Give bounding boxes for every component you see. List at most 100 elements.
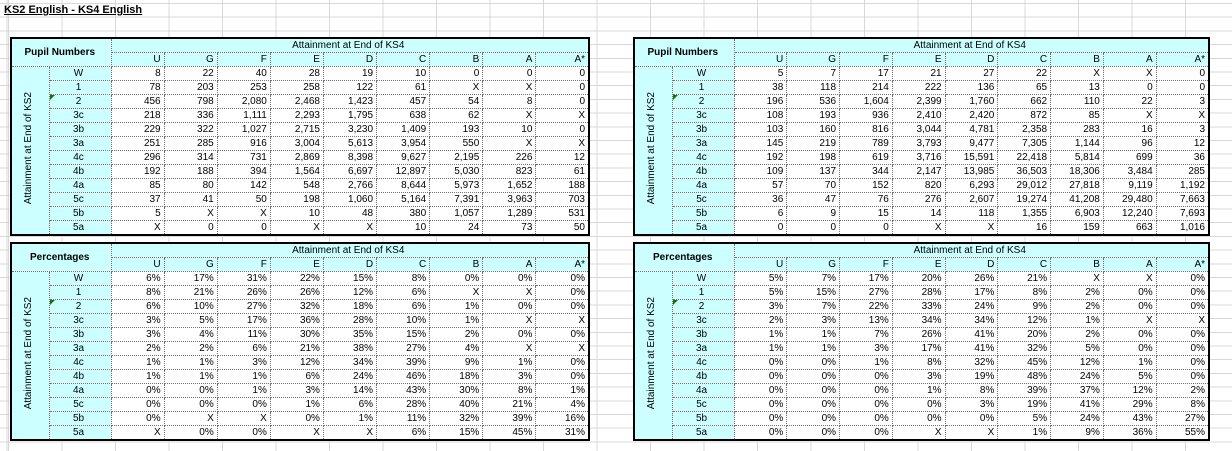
- data-cell[interactable]: 159: [1050, 220, 1104, 236]
- row-label-5b[interactable]: 5b: [671, 411, 735, 426]
- data-cell[interactable]: 8%: [891, 355, 946, 370]
- data-cell[interactable]: 1%: [786, 327, 841, 342]
- data-cell[interactable]: 46%: [376, 369, 431, 384]
- column-header-g[interactable]: G: [163, 52, 218, 67]
- data-cell[interactable]: 18,306: [1050, 164, 1104, 179]
- data-cell[interactable]: 1%: [163, 355, 218, 370]
- data-cell[interactable]: 9%: [1050, 425, 1104, 441]
- data-cell[interactable]: X: [1102, 108, 1157, 123]
- data-cell[interactable]: 2,766: [322, 178, 378, 193]
- data-cell[interactable]: 5,164: [376, 192, 431, 207]
- data-cell[interactable]: 21%: [163, 285, 218, 300]
- data-cell[interactable]: 1,057: [429, 206, 484, 221]
- column-header-u[interactable]: U: [110, 257, 165, 272]
- data-cell[interactable]: 1%: [891, 383, 946, 398]
- data-cell[interactable]: 15%: [786, 285, 841, 300]
- data-cell[interactable]: 0%: [482, 271, 537, 286]
- ks2-attainment-side-label[interactable]: Attainment at End of KS2: [633, 271, 673, 441]
- data-cell[interactable]: 0%: [535, 285, 590, 300]
- data-cell[interactable]: 3,716: [891, 150, 946, 165]
- data-cell[interactable]: 32%: [944, 355, 999, 370]
- data-cell[interactable]: 193: [429, 122, 484, 137]
- data-cell[interactable]: 3%: [891, 369, 946, 384]
- data-cell[interactable]: 663: [1102, 220, 1157, 236]
- data-cell[interactable]: 3%: [733, 299, 788, 314]
- row-label-1[interactable]: 1: [48, 80, 112, 95]
- data-cell[interactable]: 26%: [891, 327, 946, 342]
- data-cell[interactable]: 820: [891, 178, 946, 193]
- data-cell[interactable]: 0%: [1155, 369, 1210, 384]
- data-cell[interactable]: 36%: [1102, 425, 1157, 441]
- data-cell[interactable]: 152: [839, 178, 893, 193]
- data-cell[interactable]: 35%: [322, 327, 378, 342]
- data-cell[interactable]: 9,477: [944, 136, 999, 151]
- data-cell[interactable]: 12: [535, 150, 590, 165]
- data-cell[interactable]: 20%: [997, 327, 1052, 342]
- data-cell[interactable]: 0: [1155, 66, 1210, 81]
- data-cell[interactable]: 0%: [535, 299, 590, 314]
- table-corner-label[interactable]: Pupil Numbers: [633, 37, 735, 67]
- data-cell[interactable]: 39%: [997, 383, 1052, 398]
- data-cell[interactable]: 3%: [482, 369, 537, 384]
- data-cell[interactable]: 3%: [110, 327, 165, 342]
- column-header-d[interactable]: D: [944, 52, 999, 67]
- data-cell[interactable]: 41: [163, 192, 218, 207]
- data-cell[interactable]: 8: [110, 66, 165, 81]
- data-cell[interactable]: 798: [163, 94, 218, 109]
- data-cell[interactable]: 4%: [163, 327, 218, 342]
- data-cell[interactable]: 22,418: [997, 150, 1052, 165]
- data-cell[interactable]: 9%: [429, 355, 484, 370]
- data-cell[interactable]: 1%: [110, 369, 165, 384]
- data-cell[interactable]: 47: [786, 192, 841, 207]
- data-cell[interactable]: 24%: [944, 299, 999, 314]
- column-header-a-star[interactable]: A*: [535, 52, 590, 67]
- row-label-3c[interactable]: 3c: [671, 313, 735, 328]
- data-cell[interactable]: 22: [997, 66, 1052, 81]
- data-cell[interactable]: 70: [786, 178, 841, 193]
- data-cell[interactable]: 7%: [786, 299, 841, 314]
- data-cell[interactable]: 0%: [535, 327, 590, 342]
- data-cell[interactable]: 2,869: [269, 150, 324, 165]
- data-cell[interactable]: 7,663: [1155, 192, 1210, 207]
- data-cell[interactable]: 0%: [1155, 271, 1210, 286]
- row-label-5a[interactable]: 5a: [48, 425, 112, 441]
- row-label-2[interactable]: 2: [671, 94, 735, 109]
- data-cell[interactable]: 0: [216, 220, 271, 236]
- data-cell[interactable]: 0: [1155, 80, 1210, 95]
- data-cell[interactable]: 61: [535, 164, 590, 179]
- column-header-d[interactable]: D: [322, 52, 378, 67]
- data-cell[interactable]: 12%: [997, 313, 1052, 328]
- data-cell[interactable]: X: [1102, 271, 1157, 286]
- column-header-b[interactable]: B: [429, 52, 484, 67]
- data-cell[interactable]: X: [322, 220, 378, 236]
- data-cell[interactable]: 1,111: [216, 108, 271, 123]
- row-label-w[interactable]: W: [671, 66, 735, 81]
- data-cell[interactable]: 0%: [839, 397, 893, 412]
- data-cell[interactable]: X: [216, 411, 271, 426]
- data-cell[interactable]: 196: [733, 94, 788, 109]
- data-cell[interactable]: 10: [376, 220, 431, 236]
- data-cell[interactable]: 0: [163, 220, 218, 236]
- column-header-e[interactable]: E: [891, 257, 946, 272]
- column-header-f[interactable]: F: [839, 257, 893, 272]
- row-label-3b[interactable]: 3b: [671, 122, 735, 137]
- data-cell[interactable]: 6%: [110, 271, 165, 286]
- data-cell[interactable]: 12%: [269, 355, 324, 370]
- data-cell[interactable]: 3%: [839, 341, 893, 356]
- data-cell[interactable]: 17%: [216, 313, 271, 328]
- data-cell[interactable]: 5,030: [429, 164, 484, 179]
- data-cell[interactable]: 0%: [163, 383, 218, 398]
- data-cell[interactable]: 2%: [733, 313, 788, 328]
- data-cell[interactable]: 6,903: [1050, 206, 1104, 221]
- data-cell[interactable]: 22%: [269, 271, 324, 286]
- column-header-u[interactable]: U: [733, 52, 788, 67]
- ks4-attainment-header[interactable]: Attainment at End of KS4: [110, 242, 590, 258]
- row-label-4a[interactable]: 4a: [48, 383, 112, 398]
- row-label-1[interactable]: 1: [48, 285, 112, 300]
- ks2-attainment-side-label[interactable]: Attainment at End of KS2: [10, 66, 50, 236]
- data-cell[interactable]: X: [891, 425, 946, 441]
- data-cell[interactable]: 43%: [376, 383, 431, 398]
- data-cell[interactable]: 5%: [163, 313, 218, 328]
- ks4-attainment-header[interactable]: Attainment at End of KS4: [733, 37, 1210, 53]
- data-cell[interactable]: 62: [429, 108, 484, 123]
